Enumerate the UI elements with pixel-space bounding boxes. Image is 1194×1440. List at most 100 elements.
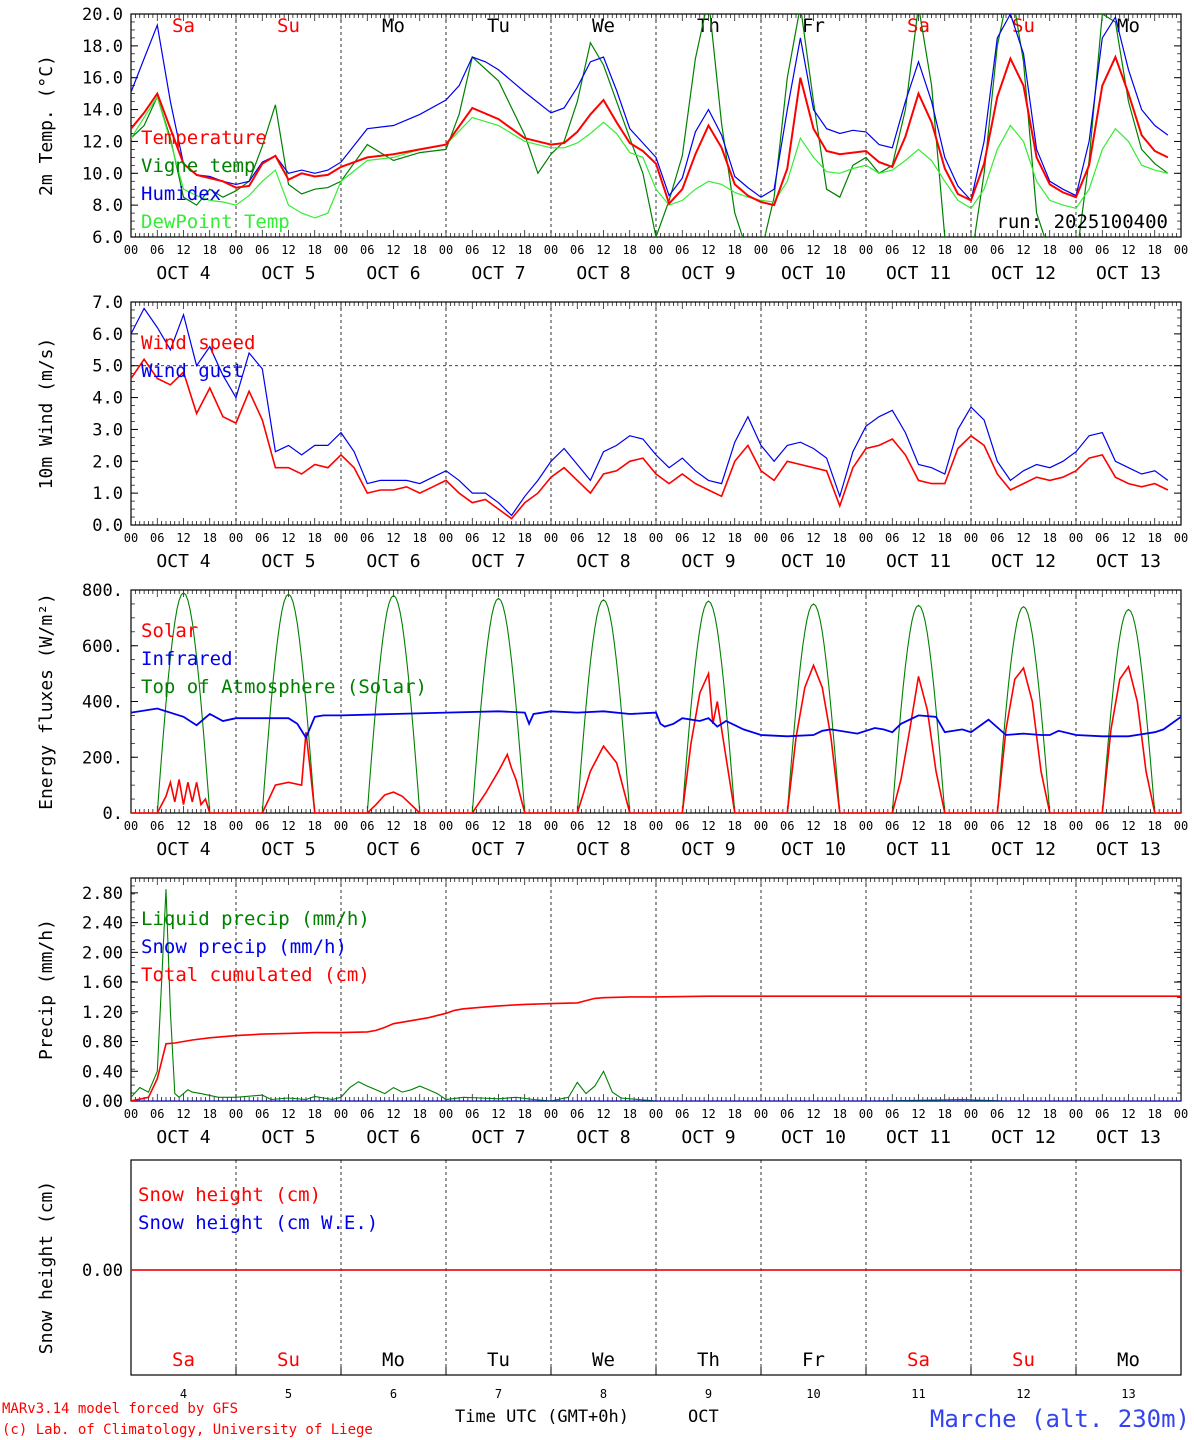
weekday-label: Su: [277, 15, 300, 37]
hour-tick-label: 00: [754, 243, 768, 257]
hour-tick-label: 06: [150, 531, 164, 545]
hour-tick-label: 18: [833, 819, 847, 833]
date-label: OCT 4: [156, 263, 210, 284]
plot-frame: [130, 301, 1182, 526]
hour-tick-label: 18: [833, 1107, 847, 1121]
hour-tick-label: 12: [491, 1107, 505, 1121]
y-tick-label: 14.0: [82, 101, 123, 121]
hour-tick-label: 12: [596, 531, 610, 545]
hour-tick-label: 12: [701, 243, 715, 257]
station-name: Marche (alt. 230m): [930, 1405, 1190, 1433]
hour-tick-label: 12: [1121, 243, 1135, 257]
date-label: OCT 11: [886, 839, 951, 860]
snow-panel: 0.00 Snow height (cm) Snow height (cm) Snow…: [36, 1159, 1182, 1401]
y-tick-label: 4.0: [92, 389, 123, 409]
hour-tick-label: 00: [1069, 1107, 1083, 1121]
hour-tick-label: 12: [911, 819, 925, 833]
hour-tick-label: 00: [229, 243, 243, 257]
hour-tick-label: 00: [334, 243, 348, 257]
hour-tick-label: 00: [334, 531, 348, 545]
hour-tick-label: 12: [1121, 531, 1135, 545]
weekday-label: Sa: [172, 1349, 195, 1371]
hour-tick-label: 18: [308, 243, 322, 257]
y-tick-label: 2.0: [92, 452, 123, 472]
date-label: OCT 5: [261, 839, 315, 860]
precip-panel: 00 06 12 18 00 06 12 18 00 06 12 18 00 06 12 18 00 06 12 18…: [36, 877, 1188, 1148]
date-label: OCT 6: [366, 1127, 420, 1148]
hour-tick-label: 12: [1016, 819, 1030, 833]
series-toa-solar: [155, 592, 1157, 813]
hour-tick-label: 12: [491, 819, 505, 833]
day-number-label: 10: [806, 1387, 820, 1401]
hour-tick-label: 06: [990, 1107, 1004, 1121]
y-axis-label: 2m Temp. (°C): [36, 55, 57, 196]
day-number-label: 7: [495, 1387, 502, 1401]
date-label: OCT 7: [471, 1127, 525, 1148]
y-tick-label: 6.0: [92, 325, 123, 345]
hour-tick-label: 12: [911, 243, 925, 257]
series-vigne-temp: [131, 14, 1169, 237]
hour-tick-label: 18: [623, 243, 637, 257]
hour-tick-label: 00: [1174, 531, 1188, 545]
hour-tick-label: 18: [518, 1107, 532, 1121]
hour-tick-label: 18: [518, 819, 532, 833]
hour-tick-label: 00: [229, 1107, 243, 1121]
hour-tick-label: 06: [885, 531, 899, 545]
date-label: OCT 7: [471, 839, 525, 860]
hour-tick-label: 00: [439, 1107, 453, 1121]
date-label: OCT 12: [991, 839, 1056, 860]
hour-tick-label: 12: [1121, 1107, 1135, 1121]
date-label: OCT 10: [781, 551, 846, 572]
hour-tick-label: 00: [1174, 819, 1188, 833]
hour-tick-label: 12: [386, 1107, 400, 1121]
hour-tick-label: 06: [465, 531, 479, 545]
date-label: OCT 9: [681, 1127, 735, 1148]
hour-tick-label: 12: [281, 1107, 295, 1121]
hour-tick-label: 00: [1174, 243, 1188, 257]
hour-tick-label: 18: [413, 243, 427, 257]
hour-tick-label: 12: [1121, 819, 1135, 833]
legend-entry: DewPoint Temp: [141, 211, 290, 233]
date-label: OCT 13: [1096, 1127, 1161, 1148]
hour-tick-label: 06: [990, 819, 1004, 833]
date-label: OCT 12: [991, 263, 1056, 284]
date-label: OCT 6: [366, 839, 420, 860]
hour-tick-label: 12: [806, 819, 820, 833]
hour-tick-label: 12: [806, 531, 820, 545]
weekday-label: Sa: [172, 15, 195, 37]
hour-tick-label: 18: [938, 819, 952, 833]
y-tick-label: 1.60: [82, 973, 123, 993]
hour-tick-label: 00: [964, 1107, 978, 1121]
hour-tick-label: 00: [229, 531, 243, 545]
weekday-label: Sa: [907, 15, 930, 37]
hour-tick-label: 00: [544, 531, 558, 545]
weekday-label: Mo: [382, 1349, 405, 1371]
hour-tick-label: 12: [596, 1107, 610, 1121]
hour-tick-label: 00: [334, 1107, 348, 1121]
hour-tick-label: 18: [728, 819, 742, 833]
hour-tick-label: 12: [1016, 531, 1030, 545]
y-tick-label: 800.: [82, 581, 123, 601]
hour-tick-label: 00: [1069, 531, 1083, 545]
hour-tick-label: 00: [439, 531, 453, 545]
hour-tick-label: 00: [754, 1107, 768, 1121]
y-tick-label: 10.0: [82, 164, 123, 184]
hour-tick-label: 06: [465, 1107, 479, 1121]
hour-tick-label: 06: [150, 819, 164, 833]
hour-tick-label: 06: [360, 1107, 374, 1121]
hour-tick-label: 00: [964, 243, 978, 257]
legend-entry: Total cumulated (cm): [141, 964, 370, 986]
hour-tick-label: 18: [728, 243, 742, 257]
wind-panel: 00 06 12 18 00 06 12 18 00 06 12 18 00 06 12 18 00 06 12 18…: [36, 293, 1188, 572]
hour-tick-label: 06: [570, 819, 584, 833]
y-axis-label: Energy fluxes (W/m²): [36, 593, 57, 810]
hour-tick-label: 18: [938, 1107, 952, 1121]
hour-tick-label: 00: [229, 819, 243, 833]
date-label: OCT 10: [781, 1127, 846, 1148]
y-tick-label: 20.0: [82, 5, 123, 25]
hour-tick-label: 12: [1016, 243, 1030, 257]
day-number-label: 11: [911, 1387, 925, 1401]
hour-tick-label: 00: [754, 819, 768, 833]
y-tick-label: 1.0: [92, 484, 123, 504]
hour-tick-label: 06: [570, 531, 584, 545]
